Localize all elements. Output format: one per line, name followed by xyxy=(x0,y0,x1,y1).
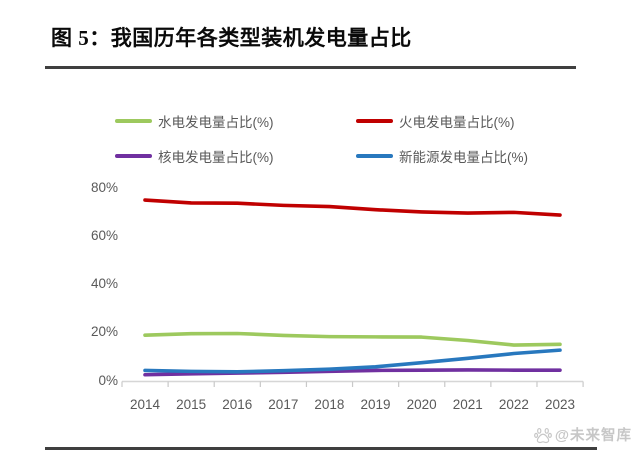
x-axis-label: 2020 xyxy=(406,397,437,412)
x-axis-label: 2023 xyxy=(544,397,575,412)
x-axis-label: 2018 xyxy=(314,397,345,412)
x-axis-label: 2016 xyxy=(222,397,253,412)
series-line-nuclear xyxy=(143,368,562,377)
y-axis-label: 60% xyxy=(90,227,118,243)
x-axis-label: 2015 xyxy=(176,397,207,412)
legend-label-nuclear: 核电发电量占比(%) xyxy=(158,150,274,165)
legend-swatch-new-energy xyxy=(356,153,393,159)
legend-item-hydro: 水电发电量占比(%) xyxy=(115,111,274,131)
x-axis-label: 2017 xyxy=(268,397,299,412)
x-axis-label: 2022 xyxy=(498,397,529,412)
x-axis-label: 2014 xyxy=(129,397,161,412)
legend-swatch-hydro xyxy=(115,118,152,124)
paw-icon xyxy=(533,427,552,443)
bottom-rule xyxy=(45,447,597,450)
legend-item-new-energy: 新能源发电量占比(%) xyxy=(356,146,528,166)
legend-item-nuclear: 核电发电量占比(%) xyxy=(115,146,274,166)
y-axis-label: 0% xyxy=(98,372,118,388)
legend-item-thermal: 火电发电量占比(%) xyxy=(356,111,515,131)
y-axis-label: 40% xyxy=(90,276,118,291)
legend-swatch-thermal xyxy=(356,118,393,124)
legend-label-thermal: 火电发电量占比(%) xyxy=(399,115,515,130)
title-underline xyxy=(45,66,576,69)
legend-label-new-energy: 新能源发电量占比(%) xyxy=(399,150,528,165)
legend-swatch-nuclear xyxy=(115,153,152,159)
x-axis-label: 2021 xyxy=(452,397,483,412)
y-axis-label: 20% xyxy=(90,324,118,340)
y-axis-label: 80% xyxy=(90,179,118,195)
watermark-text: @未来智库 xyxy=(554,428,632,444)
page-title: 图 5：我国历年各类型装机发电量占比 xyxy=(51,26,412,50)
legend-label-hydro: 水电发电量占比(%) xyxy=(158,115,274,130)
x-axis-label: 2019 xyxy=(360,397,391,412)
series-line-thermal xyxy=(143,198,562,217)
watermark: @未来智库 xyxy=(533,424,632,445)
series-line-new-energy xyxy=(143,348,562,374)
series-line-hydro xyxy=(143,331,562,347)
